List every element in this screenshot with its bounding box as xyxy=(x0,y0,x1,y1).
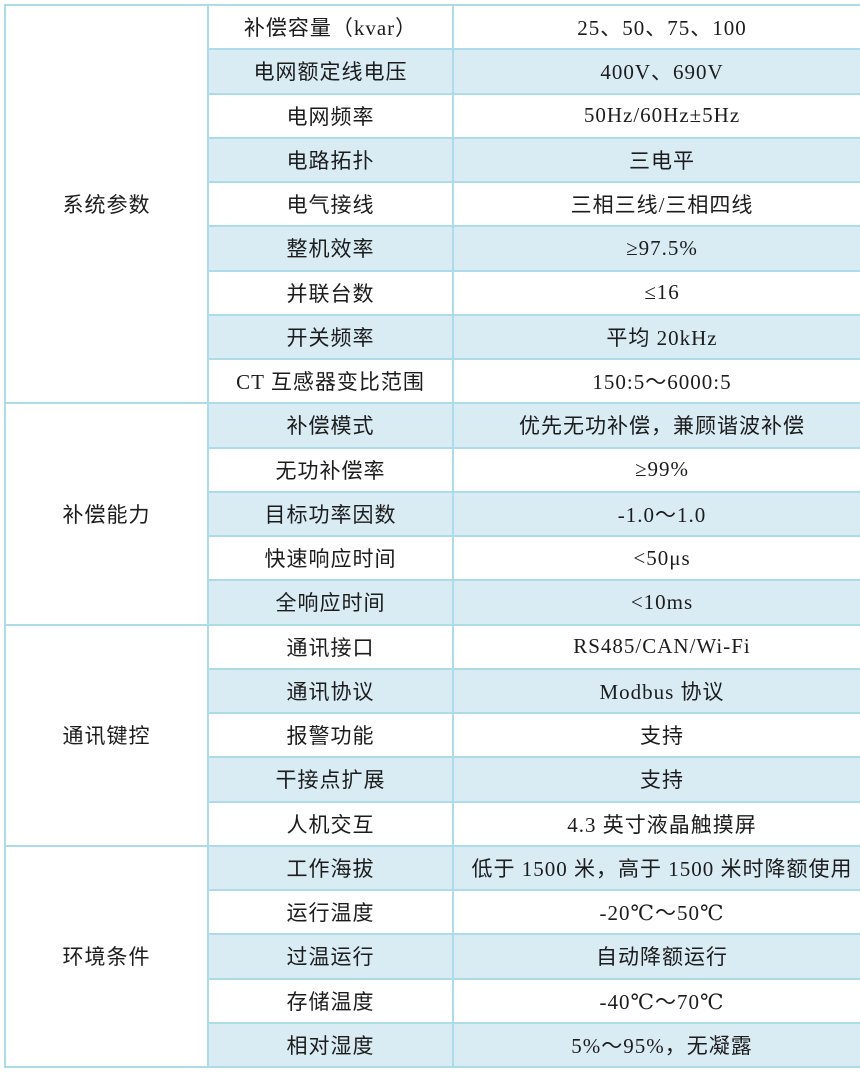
category-cell: 系统参数 xyxy=(4,3,209,405)
table-row: 环境条件 工作海拔 低于 1500 米，高于 1500 米时降额使用 xyxy=(4,844,860,1069)
param-value: 三电平 xyxy=(452,136,860,184)
table-row: 运行温度 -20℃～50℃ xyxy=(5,888,860,936)
table-row: 通讯键控 通讯接口 RS485/CAN/Wi-Fi xyxy=(4,623,860,847)
table-row: 无功补偿率 ≥99% xyxy=(5,446,860,493)
param-value: 支持 xyxy=(452,756,860,803)
param-value: 25、50、75、100 xyxy=(452,3,860,51)
table-row: 开关频率 平均 20kHz xyxy=(5,313,860,361)
param-label: 报警功能 xyxy=(207,711,454,759)
param-label: 通讯接口 xyxy=(207,623,454,670)
param-value: 50Hz/60Hz±5Hz xyxy=(452,92,860,139)
table-row: 相对湿度 5%～95%，无凝露 xyxy=(5,1021,860,1069)
param-value: ≥97.5% xyxy=(452,225,860,272)
param-value: ≤16 xyxy=(452,269,860,316)
param-label: 过温运行 xyxy=(207,933,454,980)
table-row: 全响应时间 <10ms xyxy=(5,579,860,626)
param-label: 开关频率 xyxy=(207,313,454,361)
param-label: 存储温度 xyxy=(207,977,454,1024)
param-label: 通讯协议 xyxy=(207,667,454,715)
table-row: 电网频率 50Hz/60Hz±5Hz xyxy=(5,92,860,139)
param-label: 补偿容量（kvar） xyxy=(207,3,454,51)
param-label: 补偿模式 xyxy=(207,402,454,449)
table-row: 人机交互 4.3 英寸液晶触摸屏 xyxy=(5,800,860,847)
param-label: 整机效率 xyxy=(207,225,454,272)
table-row: 目标功率因数 -1.0～1.0 xyxy=(5,490,860,538)
category-cell: 通讯键控 xyxy=(4,623,209,847)
param-value: 自动降额运行 xyxy=(452,933,860,980)
param-value: 优先无功补偿，兼顾谐波补偿 xyxy=(452,402,860,449)
param-value: Modbus 协议 xyxy=(452,667,860,715)
param-value: 支持 xyxy=(452,711,860,759)
table-row: 电网额定线电压 400V、690V xyxy=(5,48,860,95)
param-value: 5%～95%，无凝露 xyxy=(452,1021,860,1069)
category-cell: 环境条件 xyxy=(4,844,209,1069)
param-label: 工作海拔 xyxy=(207,844,454,892)
param-label: 相对湿度 xyxy=(207,1021,454,1069)
spec-table: 系统参数 补偿容量（kvar） 25、50、75、100 电网额定线电压 400… xyxy=(4,3,860,1069)
param-label: 电网频率 xyxy=(207,92,454,139)
param-label: 人机交互 xyxy=(207,800,454,847)
param-label: 并联台数 xyxy=(207,269,454,316)
param-label: 运行温度 xyxy=(207,888,454,936)
param-label: 目标功率因数 xyxy=(207,490,454,538)
category-cell: 补偿能力 xyxy=(4,402,209,626)
param-label: 全响应时间 xyxy=(207,579,454,626)
table-row: 干接点扩展 支持 xyxy=(5,756,860,803)
param-value: 4.3 英寸液晶触摸屏 xyxy=(452,800,860,847)
table-row: 系统参数 补偿容量（kvar） 25、50、75、100 xyxy=(4,3,860,405)
table-row: 电气接线 三相三线/三相四线 xyxy=(5,180,860,228)
table-row: 电路拓扑 三电平 xyxy=(5,136,860,184)
param-label: CT 互感器变比范围 xyxy=(207,357,454,405)
param-value: <50μs xyxy=(452,534,860,582)
table-row: 补偿能力 补偿模式 优先无功补偿，兼顾谐波补偿 xyxy=(4,402,860,626)
param-label: 快速响应时间 xyxy=(207,534,454,582)
param-label: 电气接线 xyxy=(207,180,454,228)
table-row: 快速响应时间 <50μs xyxy=(5,534,860,582)
table-row: CT 互感器变比范围 150:5～6000:5 xyxy=(5,357,860,405)
param-label: 无功补偿率 xyxy=(207,446,454,493)
param-value: 400V、690V xyxy=(452,48,860,95)
param-value: RS485/CAN/Wi-Fi xyxy=(452,623,860,670)
param-label: 干接点扩展 xyxy=(207,756,454,803)
param-label: 电网额定线电压 xyxy=(207,48,454,95)
table-row: 报警功能 支持 xyxy=(5,711,860,759)
param-value: -40℃～70℃ xyxy=(452,977,860,1024)
table-row: 并联台数 ≤16 xyxy=(5,269,860,316)
param-value: -1.0～1.0 xyxy=(452,490,860,538)
table-row: 通讯协议 Modbus 协议 xyxy=(5,667,860,715)
param-value: -20℃～50℃ xyxy=(452,888,860,936)
param-value: 三相三线/三相四线 xyxy=(452,180,860,228)
param-label: 电路拓扑 xyxy=(207,136,454,184)
table-row: 过温运行 自动降额运行 xyxy=(5,933,860,980)
param-value: <10ms xyxy=(452,579,860,626)
table-row: 存储温度 -40℃～70℃ xyxy=(5,977,860,1024)
param-value: ≥99% xyxy=(452,446,860,493)
table-row: 整机效率 ≥97.5% xyxy=(5,225,860,272)
param-value: 150:5～6000:5 xyxy=(452,357,860,405)
param-value: 平均 20kHz xyxy=(452,313,860,361)
param-value: 低于 1500 米，高于 1500 米时降额使用 xyxy=(452,844,860,892)
